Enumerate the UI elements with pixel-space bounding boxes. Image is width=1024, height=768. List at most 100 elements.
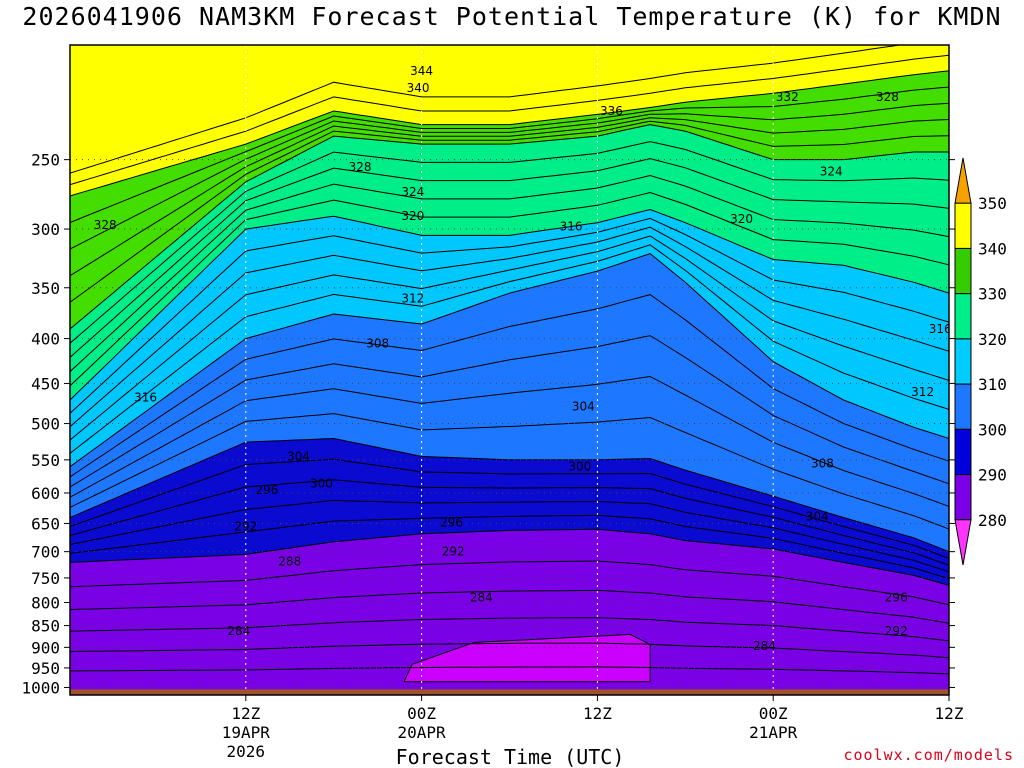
colorbar: 350 340 330 320 310 300 290 280 [954, 157, 1007, 566]
ground-strip [70, 689, 949, 695]
isentrope-312 [70, 244, 949, 454]
warm-pocket-282 [403, 633, 651, 683]
isentrope-300 [70, 437, 949, 553]
ground-surface [70, 689, 949, 695]
contour-label: 288 [278, 554, 301, 568]
contour-label: 316 [134, 391, 157, 405]
x-tick-label: 12Z [231, 704, 260, 723]
contour-label: 296 [255, 483, 278, 497]
gridlines [70, 45, 949, 695]
y-tick-label: 400 [31, 330, 60, 349]
credit-link[interactable]: coolwx.com/models [843, 746, 1014, 764]
y-tick-label: 650 [31, 514, 60, 533]
isentrope-304 [70, 375, 949, 507]
x-axis-label: Forecast Time (UTC) [396, 745, 625, 768]
contour-label: 340 [407, 81, 430, 95]
y-tick-label: 500 [31, 415, 60, 434]
isentrope-298 [70, 458, 949, 559]
isentrope-324 [70, 174, 949, 372]
contour-label: 292 [234, 519, 257, 533]
isentrope-336 [70, 102, 949, 250]
y-tick-label: 350 [31, 279, 60, 298]
isentrope-318 [70, 217, 949, 414]
y-tick-label: 250 [31, 151, 60, 170]
contour-label: 320 [401, 209, 424, 223]
x-tick-label: 21APR [749, 723, 798, 742]
isentrope-292 [70, 514, 949, 580]
x-tick-label: 00Z [759, 704, 788, 723]
colorbar-label: 300 [978, 420, 1007, 439]
x-tick-label: 12Z [583, 704, 612, 723]
contour-label: 332 [776, 90, 799, 104]
contour-label: 284 [753, 639, 776, 653]
contour-label: 304 [572, 399, 595, 413]
colorbar-label: 340 [978, 239, 1007, 258]
contour-label: 328 [876, 90, 899, 104]
contour-label: 292 [885, 624, 908, 638]
isentrope-340 [70, 70, 949, 197]
contour-label: 308 [366, 336, 389, 350]
contour-label: 312 [911, 385, 934, 399]
contour-label: 308 [811, 456, 834, 470]
isentrope-306 [70, 335, 949, 488]
isentrope-310 [70, 253, 949, 468]
y-tick-label: 750 [31, 569, 60, 588]
isentrope-326 [70, 158, 949, 358]
colorbar-label: 350 [978, 194, 1007, 213]
contour-label: 284 [470, 591, 493, 605]
colorbar-swatch [954, 383, 972, 430]
isentrope-290 [70, 528, 949, 586]
plot-frame [69, 44, 950, 696]
colorbar-label: 320 [978, 330, 1007, 349]
y-tick-label: 1000 [21, 678, 60, 697]
isentrope-338 [70, 86, 949, 223]
y-tick-label: 850 [31, 617, 60, 636]
colorbar-label: 310 [978, 375, 1007, 394]
contour-label: 328 [349, 160, 372, 174]
contour-label: 284 [227, 624, 250, 638]
isentrope-294 [70, 499, 949, 573]
y-tick-label: 550 [31, 451, 60, 470]
contour-label: 296 [885, 591, 908, 605]
contour-labels: 344 340 336 332 328 328 324 324 320 320 316 316 328 3… [94, 64, 952, 653]
x-tick-label: 19APR [222, 723, 271, 742]
x-tick-label: 00Z [407, 704, 436, 723]
contour-label: 316 [929, 322, 952, 336]
contour-label: 300 [310, 476, 333, 490]
x-tick-label: 12Z [935, 704, 964, 723]
y-tick-label: 700 [31, 543, 60, 562]
isentrope-316 [70, 226, 949, 428]
contour-label: 304 [806, 509, 829, 523]
contour-label: 300 [568, 460, 591, 474]
isentrope-296 [70, 479, 949, 566]
contour-fills [70, 45, 949, 695]
y-tick-label: 800 [31, 594, 60, 613]
colorbar-swatch [954, 247, 972, 295]
contour-label: 312 [401, 291, 424, 305]
contour-label: 324 [820, 165, 843, 179]
y-tick-label: 900 [31, 638, 60, 657]
y-tick-label: 950 [31, 659, 60, 678]
contour-label: 292 [442, 545, 465, 559]
colorbar-label: 330 [978, 285, 1007, 304]
isentrope-322 [70, 191, 949, 387]
x-tick-label: 2026 [227, 742, 266, 761]
y-tick-label: 450 [31, 374, 60, 393]
isentrope-332 [70, 120, 949, 303]
colorbar-swatch [954, 428, 972, 476]
contour-label: 328 [94, 218, 117, 232]
credit-text: coolwx.com/models [843, 746, 1014, 764]
isentrope-344 [70, 45, 904, 174]
colorbar-bottom-arrow [954, 519, 972, 566]
isentrope-334 [70, 117, 949, 277]
isentrope-286 [70, 589, 949, 624]
contour-lines [70, 45, 949, 675]
isentrope-302 [70, 413, 949, 530]
colorbar-swatch [954, 338, 972, 385]
isentrope-288 [70, 560, 949, 606]
isentrope-320 [70, 208, 949, 401]
contour-label: 344 [410, 64, 433, 78]
isentrope-280 [70, 666, 949, 675]
contour-label: 316 [560, 220, 583, 234]
